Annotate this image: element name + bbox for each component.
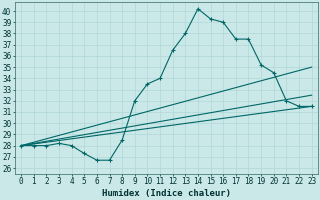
X-axis label: Humidex (Indice chaleur): Humidex (Indice chaleur) <box>102 189 231 198</box>
